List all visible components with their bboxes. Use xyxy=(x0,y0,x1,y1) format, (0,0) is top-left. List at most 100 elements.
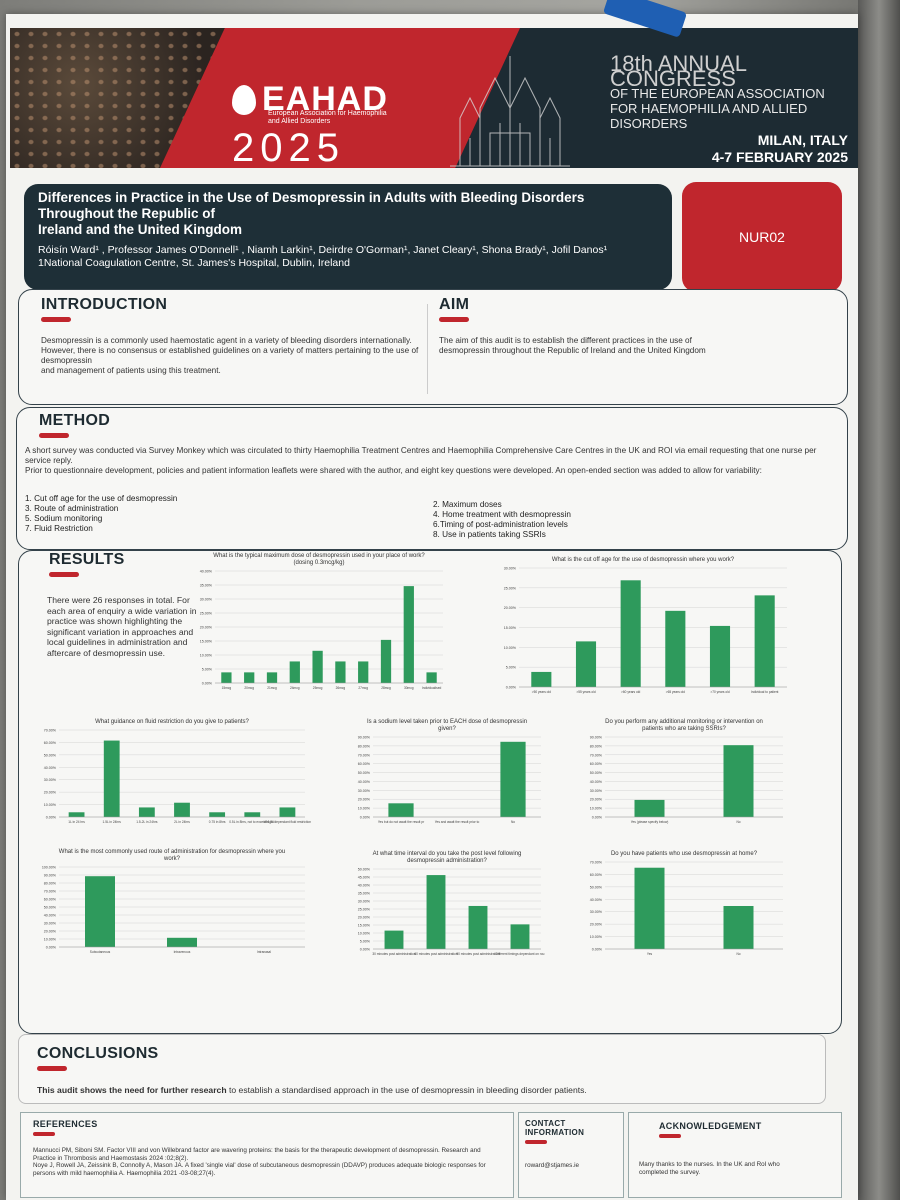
y-tick-label: 90.00% xyxy=(358,736,371,740)
y-tick-label: 5.00% xyxy=(202,668,213,672)
y-tick-label: 0.00% xyxy=(202,682,213,686)
y-tick-label: 0.00% xyxy=(46,816,57,820)
bar xyxy=(312,650,323,683)
y-tick-label: 35.00% xyxy=(358,892,371,896)
y-tick-label: 10.00% xyxy=(200,654,213,658)
y-tick-label: 0.00% xyxy=(360,948,371,952)
x-tick-label: No xyxy=(736,820,740,824)
y-tick-label: 40.00% xyxy=(590,898,603,902)
org-name: EAHAD xyxy=(262,80,388,118)
y-tick-label: 10.00% xyxy=(590,807,603,811)
bar xyxy=(500,741,526,817)
blood-drop-icon xyxy=(232,84,256,115)
x-tick-label: No xyxy=(511,820,515,824)
contact-email[interactable]: roward@stjames.ie xyxy=(525,1162,579,1169)
org-subtitle: European Association for Haemophilia and… xyxy=(268,110,387,125)
bar xyxy=(510,924,530,949)
results-panel: RESULTS There were 26 responses in total… xyxy=(18,550,842,1034)
bar xyxy=(403,586,414,683)
introduction-section: INTRODUCTION Desmopressin is a commonly … xyxy=(41,296,421,376)
chart-svg: 0.00% 10.00% 20.00% 30.00% 40.00% 50.00% 60.00… xyxy=(42,866,305,954)
references-heading: REFERENCES xyxy=(33,1119,98,1129)
y-tick-label: 5.00% xyxy=(506,666,517,670)
y-tick-label: 0.00% xyxy=(360,816,371,820)
contact-box: CONTACT INFORMATION roward@stjames.ie xyxy=(518,1112,624,1198)
chart-title: At what time interval do you take the po… xyxy=(372,851,522,864)
bar xyxy=(174,802,190,817)
divider xyxy=(427,304,428,394)
chart-svg: 0.00% 5.00% 10.00% 15.00% 20.00% 25.00% 30.00%… xyxy=(358,868,545,957)
x-tick-label: 20mcg xyxy=(244,686,254,690)
acknowledgement-box: ACKNOWLEDGEMENT Many thanks to the nurse… xyxy=(628,1112,842,1198)
method-heading: METHOD xyxy=(39,412,111,429)
x-tick-label: Weight dependant fluid restriction xyxy=(264,820,311,824)
y-tick-label: 100.00% xyxy=(42,866,57,870)
y-tick-label: 20.00% xyxy=(200,626,213,630)
method-list-right: 2. Maximum doses 4. Home treatment with … xyxy=(433,500,571,539)
x-tick-label: >50 years old xyxy=(532,690,551,694)
bar xyxy=(244,812,261,817)
chart-svg: 0.00% 5.00% 10.00% 15.00% 20.00% 25.00% 30.00%… xyxy=(200,570,443,690)
acknowledgement-heading: ACKNOWLEDGEMENT xyxy=(659,1121,762,1131)
title-block: Differences in Practice in the Use of De… xyxy=(24,184,672,290)
bar xyxy=(103,740,120,817)
y-tick-label: 70.00% xyxy=(590,861,603,865)
aim-heading: AIM xyxy=(439,296,470,313)
y-tick-label: 0.00% xyxy=(592,816,603,820)
x-tick-label: Yes and await the result prior to xyxy=(435,820,480,824)
bar xyxy=(244,672,255,683)
x-tick-label: Yes xyxy=(647,952,653,956)
eahad-logo: EAHAD xyxy=(232,80,388,119)
bar xyxy=(335,661,346,683)
y-tick-label: 40.00% xyxy=(358,780,371,784)
x-tick-label: 30mcg xyxy=(404,686,414,690)
y-tick-label: 10.00% xyxy=(358,932,371,936)
bar xyxy=(266,672,278,683)
x-tick-label: Individual to patient xyxy=(751,690,779,694)
congress-name: 18th ANNUAL CONGRESS OF THE EUROPEAN ASS… xyxy=(610,51,825,132)
y-tick-label: 80.00% xyxy=(358,744,371,748)
method-panel: METHOD A short survey was conducted via … xyxy=(16,407,848,550)
results-heading-wrap: RESULTS xyxy=(49,551,125,577)
x-tick-label: Different timings dependant on rou xyxy=(496,952,545,956)
bar xyxy=(723,905,754,949)
y-tick-label: 10.00% xyxy=(358,807,371,811)
intro-p3: and management of patients using this tr… xyxy=(41,366,221,375)
y-tick-label: 25.00% xyxy=(200,612,213,616)
bar xyxy=(209,812,226,817)
chart-svg: 0.00% 5.00% 10.00% 15.00% 20.00% 25.00% 30.00%… xyxy=(504,567,787,694)
results-summary: There were 26 responses in total. For ea… xyxy=(47,595,197,658)
chart-title: Do you have patients who use desmopressi… xyxy=(610,851,758,857)
chart-svg: 0.00% 10.00% 20.00% 30.00% 40.00% 50.00% 60.00… xyxy=(590,861,783,956)
y-tick-label: 10.00% xyxy=(44,938,57,942)
y-tick-label: 40.00% xyxy=(590,780,603,784)
x-tick-label: 27mcg xyxy=(358,686,368,690)
y-tick-label: 20.00% xyxy=(590,798,603,802)
x-tick-label: 26mcg xyxy=(336,686,346,690)
poster-header: EAHAD European Association for Haemophil… xyxy=(10,28,858,168)
bar xyxy=(221,672,232,683)
bar xyxy=(289,661,300,683)
x-tick-label: Yes but do not await the result pr xyxy=(378,820,425,824)
y-tick-label: 45.00% xyxy=(358,876,371,880)
y-tick-label: 90.00% xyxy=(590,736,603,740)
x-tick-label: 21mcg xyxy=(267,686,277,690)
y-tick-label: 50.00% xyxy=(590,885,603,889)
bar xyxy=(68,812,85,817)
intro-p1: Desmopressin is a commonly used haemosta… xyxy=(41,336,412,345)
y-tick-label: 40.00% xyxy=(200,570,213,574)
y-tick-label: 0.00% xyxy=(592,948,603,952)
y-tick-label: 20.00% xyxy=(358,798,371,802)
method-list-left: 1. Cut off age for the use of desmopress… xyxy=(25,494,178,533)
x-tick-label: >60 years old xyxy=(621,690,640,694)
chart-route: What is the most commonly used route of … xyxy=(33,849,311,967)
x-tick-label: 1.5-2L in 24hrs xyxy=(136,820,158,824)
bar xyxy=(426,875,446,949)
intro-p2: However, there is no consensus or establ… xyxy=(41,346,419,365)
y-tick-label: 20.00% xyxy=(590,923,603,927)
chart-fluid-restriction: What guidance on fluid restriction do yo… xyxy=(33,719,311,837)
y-tick-label: 25.00% xyxy=(358,908,371,912)
references-list: Mannucci PM, Siboni SM. Factor VIII and … xyxy=(33,1147,486,1177)
y-tick-label: 40.00% xyxy=(44,914,57,918)
x-tick-label: 28mcg xyxy=(381,686,391,690)
